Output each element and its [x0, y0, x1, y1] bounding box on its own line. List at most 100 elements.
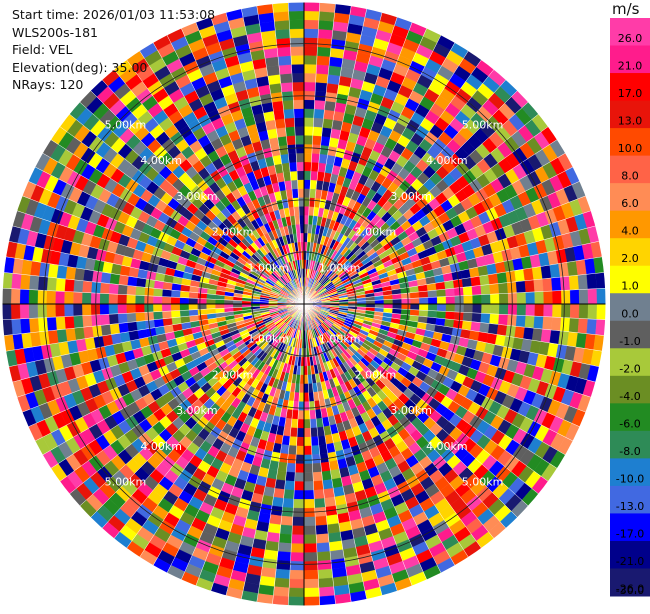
- range-gate-cell: [419, 297, 428, 304]
- range-gate-cell: [118, 313, 128, 323]
- range-gate-cell: [275, 118, 286, 128]
- range-gate-cell: [293, 100, 304, 109]
- range-gate-cell: [560, 317, 570, 331]
- range-gate-cell: [532, 266, 542, 279]
- range-gate-cell: [463, 312, 473, 321]
- range-gate-cell: [153, 296, 162, 304]
- range-gate-cell: [82, 315, 92, 327]
- range-gate-cell: [289, 20, 304, 29]
- range-gate-cell: [278, 136, 288, 146]
- range-gate-cell: [322, 471, 332, 481]
- range-gate-cell: [82, 292, 91, 304]
- range-gate-cell: [127, 276, 137, 286]
- range-ring-label: 1.00km: [319, 333, 361, 346]
- range-gate-cell: [304, 55, 317, 64]
- range-gate-cell: [393, 304, 402, 309]
- range-gate-cell: [497, 324, 507, 336]
- range-gate-cell: [319, 587, 335, 597]
- range-gate-cell: [136, 321, 146, 331]
- range-gate-cell: [64, 291, 73, 304]
- range-gate-cell: [110, 323, 120, 334]
- range-gate-cell: [597, 304, 606, 320]
- range-gate-cell: [272, 596, 288, 606]
- range-gate-cell: [428, 297, 437, 304]
- range-gate-cell: [297, 162, 304, 171]
- range-gate-cell: [532, 328, 542, 341]
- range-gate-cell: [291, 543, 304, 552]
- range-gate-cell: [304, 117, 314, 126]
- range-gate-cell: [65, 316, 75, 329]
- range-gate-cell: [384, 304, 393, 309]
- range-gate-cell: [297, 419, 304, 428]
- range-gate-cell: [109, 284, 119, 295]
- range-gate-cell: [285, 481, 295, 491]
- range-gate-cell: [410, 298, 419, 304]
- range-gate-cell: [144, 304, 153, 312]
- range-gate-cell: [291, 180, 298, 189]
- range-ring-label: 1.00km: [247, 333, 289, 346]
- range-gate-cell: [561, 304, 570, 318]
- range-gate-cell: [127, 313, 137, 323]
- range-gate-cell: [288, 597, 304, 606]
- range-ring-label: 5.00km: [105, 476, 147, 489]
- colorbar-tick-label: 2.0: [621, 252, 639, 265]
- range-gate-cell: [38, 290, 47, 304]
- range-gate-cell: [317, 56, 330, 66]
- range-gate-cell: [29, 304, 38, 318]
- colorbar-tick-label: -4.0: [619, 390, 640, 403]
- range-gate-cell: [100, 314, 110, 325]
- range-gate-cell: [437, 289, 446, 297]
- range-gate-cell: [523, 268, 533, 281]
- range-gate-cell: [29, 318, 39, 333]
- range-gate-cell: [266, 65, 279, 75]
- range-gate-cell: [100, 304, 109, 315]
- range-gate-cell: [296, 144, 304, 153]
- range-gate-cell: [289, 162, 297, 171]
- range-gate-cell: [296, 153, 304, 162]
- range-gate-cell: [316, 534, 329, 544]
- range-gate-cell: [551, 277, 561, 291]
- colorbar-tick-label: 26.0: [618, 32, 643, 45]
- range-gate-cell: [286, 463, 295, 473]
- range-gate-cell: [290, 29, 304, 38]
- range-gate-cell: [323, 118, 334, 128]
- range-gate-cell: [464, 295, 473, 304]
- range-gate-cell: [588, 304, 597, 319]
- range-gate-cell: [445, 311, 454, 319]
- range-gate-cell: [304, 38, 318, 47]
- range-gate-cell: [393, 299, 402, 304]
- range-gate-cell: [428, 311, 437, 318]
- range-gate-cell: [280, 525, 293, 535]
- colorbar-tick-label: 8.0: [621, 170, 639, 183]
- range-gate-cell: [578, 318, 588, 333]
- range-gate-cell: [596, 272, 606, 288]
- range-gate-cell: [171, 297, 180, 304]
- range-ring-label: 2.00km: [212, 368, 254, 381]
- range-gate-cell: [276, 127, 286, 137]
- range-gate-cell: [2, 304, 11, 320]
- range-gate-cell: [462, 278, 472, 288]
- range-gate-cell: [109, 314, 119, 325]
- range-gate-cell: [312, 454, 321, 463]
- range-gate-cell: [543, 304, 552, 317]
- range-gate-cell: [304, 393, 309, 402]
- range-gate-cell: [295, 464, 304, 473]
- range-gate-cell: [454, 312, 463, 321]
- range-gate-cell: [310, 419, 317, 428]
- range-gate-cell: [180, 304, 189, 311]
- range-gate-cell: [551, 317, 561, 331]
- range-gate-cell: [312, 144, 321, 153]
- range-gate-cell: [283, 498, 294, 508]
- range-gate-cell: [290, 428, 297, 437]
- range-gate-cell: [446, 296, 455, 304]
- range-gate-cell: [318, 569, 333, 579]
- range-gate-cell: [319, 2, 335, 12]
- range-gate-cell: [74, 327, 84, 340]
- range-gate-cell: [561, 290, 570, 304]
- range-gate-cell: [2, 272, 12, 288]
- range-gate-cell: [472, 313, 482, 323]
- range-gate-cell: [197, 298, 206, 304]
- range-gate-cell: [587, 319, 597, 335]
- range-gate-cell: [298, 189, 304, 198]
- range-gate-cell: [296, 446, 304, 455]
